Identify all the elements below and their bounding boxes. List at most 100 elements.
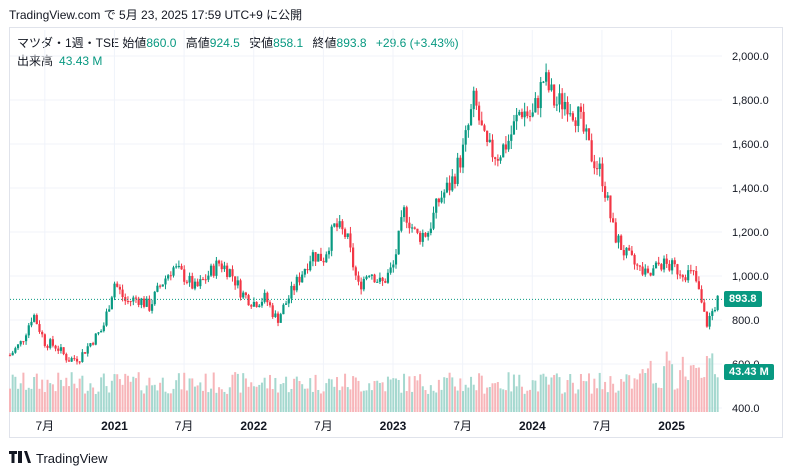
candle-body [670, 260, 674, 271]
candle-body [668, 263, 671, 271]
volume-bar [255, 386, 258, 412]
candle-body [295, 276, 298, 291]
candle-body [57, 348, 60, 351]
candle-body [167, 275, 170, 279]
candle-body [242, 292, 245, 298]
volume-bar [239, 392, 242, 412]
volume-bar [14, 376, 17, 412]
volume-bar [577, 389, 580, 412]
volume-bar [389, 379, 392, 412]
volume-bar [673, 389, 676, 412]
symbol-label: マツダ・1週・TSE [17, 36, 120, 50]
candle-body [437, 198, 440, 203]
candle-body [424, 232, 427, 237]
candle-body [587, 128, 591, 141]
candle-body [145, 298, 148, 307]
candle-body [335, 223, 339, 228]
volume-bar [512, 374, 515, 412]
brand[interactable]: TradingView [9, 450, 108, 466]
volume-bar [301, 384, 304, 412]
candle-body [711, 311, 714, 316]
candle-body [451, 176, 454, 191]
candle-body [510, 134, 513, 141]
candle-body [41, 331, 44, 335]
volume-bar [373, 381, 376, 412]
candle-body [266, 292, 269, 303]
candle-body [598, 163, 601, 169]
volume-bar [274, 377, 277, 412]
volume-bar [475, 390, 478, 412]
volume-bar [419, 374, 422, 412]
volume-tag: 43.43 M [724, 364, 774, 380]
candle-body [609, 195, 612, 219]
volume-bar [183, 372, 186, 412]
candle-body [357, 275, 360, 282]
candle-body [536, 98, 540, 109]
volume-bar [330, 379, 333, 412]
volume-bar [35, 373, 38, 412]
volume-bar [167, 393, 170, 412]
volume-bar [609, 376, 612, 412]
candle-body [483, 125, 486, 131]
candle-body [617, 235, 620, 243]
candle-body [14, 348, 17, 353]
volume-bar [462, 391, 465, 412]
candle-body [679, 274, 682, 276]
candle-body [191, 275, 194, 289]
volume-bar [234, 372, 237, 412]
volume-bar [622, 381, 625, 412]
candle-body [703, 302, 706, 312]
volume-bar [563, 392, 566, 412]
candle-body [46, 345, 49, 348]
candle-body [172, 267, 175, 276]
y-tick-label: 2,000.0 [732, 51, 769, 63]
volume-bar [293, 378, 296, 412]
candle-body [612, 218, 615, 223]
volume-bar [298, 381, 301, 412]
candle-body [19, 341, 22, 345]
candle-body [43, 334, 46, 346]
candle-body [70, 358, 73, 362]
volume-bar [652, 383, 655, 412]
volume-bar [134, 378, 137, 412]
candle-body [8, 355, 12, 357]
volume-bar [529, 389, 532, 412]
candle-body [459, 157, 462, 168]
candle-body [309, 261, 312, 271]
volume-bar [277, 392, 280, 412]
candle-body [662, 258, 666, 270]
candle-body [384, 281, 387, 283]
volume-bar [413, 376, 416, 412]
candle-body [193, 281, 197, 289]
volume-bar [231, 374, 234, 412]
volume-bar [260, 382, 263, 412]
candle-body [73, 358, 76, 360]
candle-body [284, 303, 288, 305]
candle-body [352, 247, 355, 268]
volume-bar [30, 388, 33, 412]
volume-bar [344, 373, 347, 412]
candle-body [124, 297, 127, 302]
volume-bar [46, 379, 49, 412]
volume-bar [271, 389, 274, 412]
candle-body [271, 305, 274, 317]
volume-bar [338, 390, 341, 412]
candle-body [504, 144, 507, 150]
volume-bar [676, 388, 679, 412]
candle-body [116, 283, 119, 287]
volume-bar [486, 387, 489, 412]
candle-body [553, 84, 556, 106]
volume-bar [41, 379, 44, 412]
volume-bar [124, 373, 127, 412]
volume-bar [566, 380, 569, 412]
volume-bar [459, 378, 462, 412]
volume-bar [319, 393, 322, 412]
volume-bar [574, 393, 577, 412]
candle-body [638, 265, 642, 267]
candle-body [652, 268, 655, 276]
candle-body [333, 223, 336, 227]
volume-bar [585, 381, 588, 412]
candle-body [22, 341, 25, 343]
candle-body [252, 301, 256, 307]
